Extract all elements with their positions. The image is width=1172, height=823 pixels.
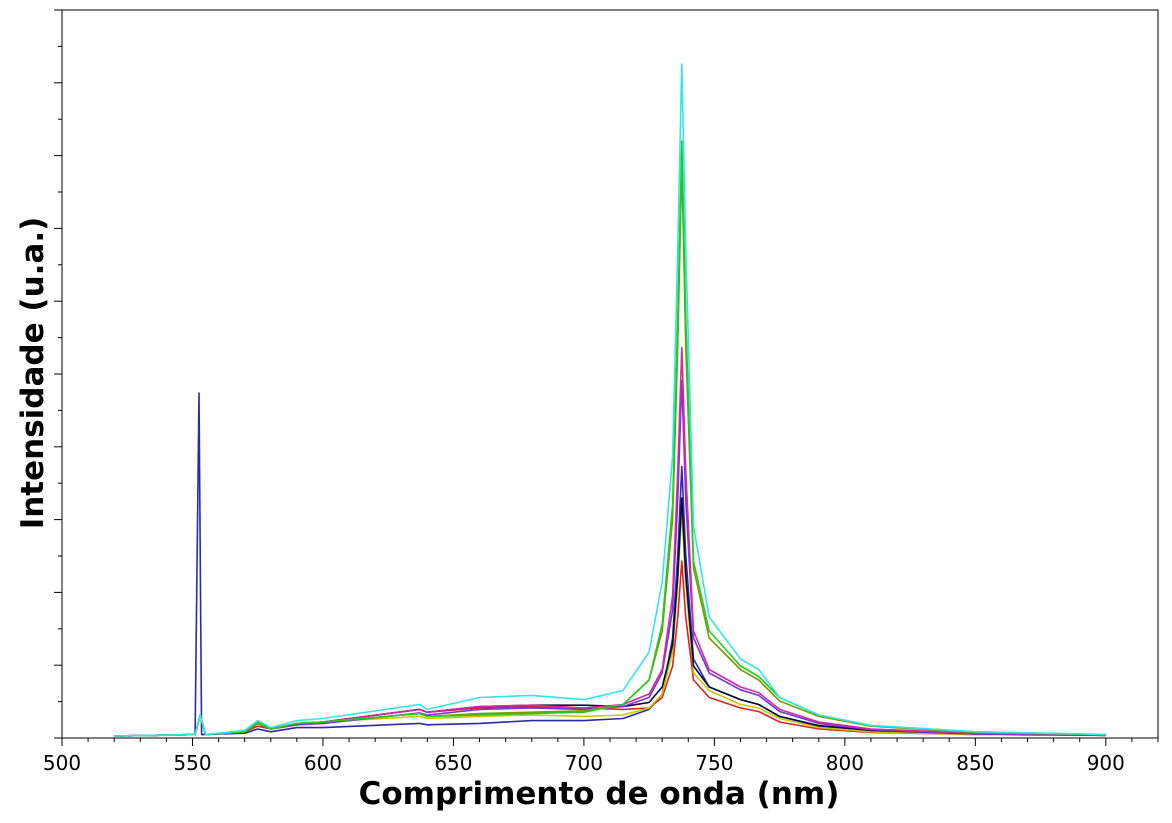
x-tick-label: 500 xyxy=(43,751,81,775)
x-tick-label: 550 xyxy=(173,751,211,775)
series-line xyxy=(114,140,1106,737)
series-line xyxy=(114,497,1106,737)
series-line xyxy=(114,379,1106,737)
x-tick-label: 850 xyxy=(956,751,994,775)
series-line xyxy=(114,346,1106,737)
series-line xyxy=(114,560,1106,737)
x-tick-label: 750 xyxy=(695,751,733,775)
x-tick-label: 600 xyxy=(304,751,342,775)
x-tick-label: 800 xyxy=(826,751,864,775)
x-axis-title: Comprimento de onda (nm) xyxy=(359,776,840,812)
series-line xyxy=(114,161,1106,737)
x-axis-tick-labels: 500 550 600 650 700 750 800 850 900 xyxy=(43,751,1125,775)
series-line xyxy=(114,511,1106,737)
series-layer xyxy=(114,63,1106,737)
x-tick-label: 650 xyxy=(434,751,472,775)
plot-area: 500 550 600 650 700 750 800 850 900 xyxy=(43,9,1159,775)
plot-frame xyxy=(61,9,1159,739)
y-axis-ticks xyxy=(54,9,62,739)
x-tick-label: 700 xyxy=(565,751,603,775)
y-axis-title: Intensidade (u.a.) xyxy=(15,217,51,530)
series-line xyxy=(114,392,1106,737)
x-tick-label: 900 xyxy=(1087,751,1125,775)
x-axis-ticks xyxy=(61,738,1159,746)
series-line xyxy=(114,63,1106,737)
